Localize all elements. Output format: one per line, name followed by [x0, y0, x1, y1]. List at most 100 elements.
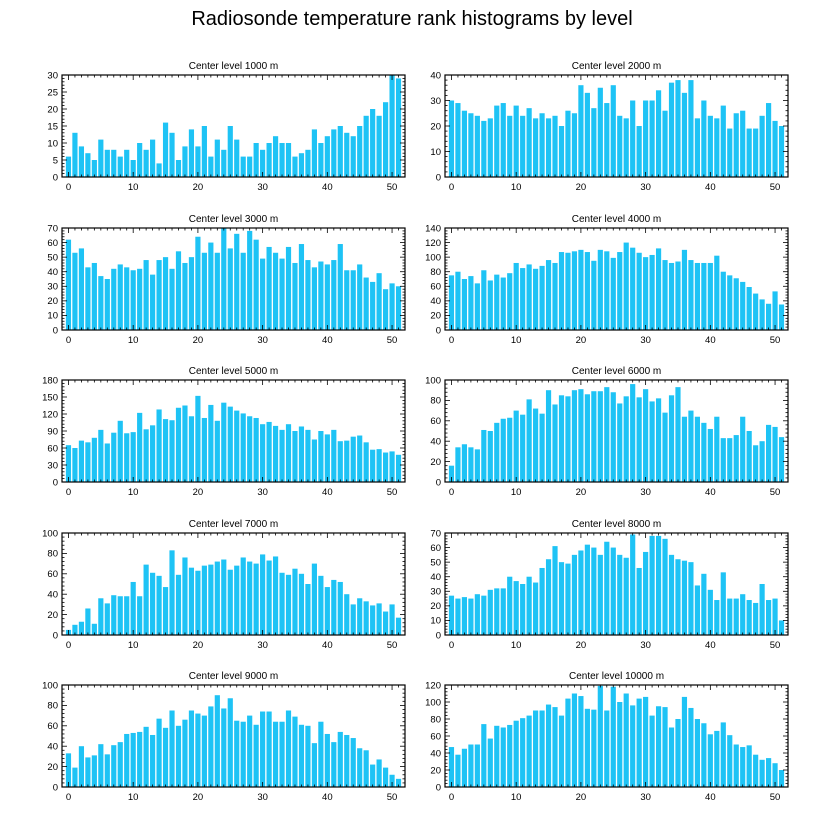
bar: [766, 424, 772, 482]
bar: [610, 85, 616, 177]
bar: [298, 426, 305, 482]
bar: [558, 126, 565, 177]
bar: [260, 424, 266, 482]
bar: [591, 391, 597, 482]
bar: [91, 623, 97, 635]
bar: [285, 246, 292, 330]
y-tick-label: 30: [47, 282, 58, 293]
bar: [130, 160, 136, 177]
bar: [195, 713, 201, 787]
bar: [772, 763, 778, 787]
bar: [324, 264, 330, 330]
bar: [597, 685, 603, 787]
bar: [169, 550, 175, 635]
bar: [130, 732, 136, 787]
bar: [253, 143, 259, 177]
bar: [143, 149, 149, 177]
x-tick-label: 0: [449, 640, 454, 651]
y-tick-label: 0: [53, 782, 58, 793]
y-tick-label: 40: [47, 590, 58, 601]
bar: [363, 750, 369, 787]
bar: [668, 554, 675, 635]
bar: [98, 276, 104, 330]
bar: [578, 696, 584, 787]
bar: [124, 267, 130, 330]
y-tick-label: 60: [47, 238, 58, 249]
y-tick-label: 0: [436, 172, 441, 183]
y-tick-label: 60: [430, 416, 441, 427]
bar: [208, 404, 214, 482]
bar: [98, 139, 104, 177]
y-tick-label: 0: [436, 477, 441, 488]
bar: [494, 105, 500, 177]
bar: [778, 437, 785, 482]
bar: [72, 767, 78, 787]
bar: [520, 115, 526, 177]
bar: [195, 146, 201, 177]
y-tick-label: 60: [430, 282, 441, 293]
bar: [357, 126, 363, 177]
bar: [169, 268, 175, 330]
bar: [636, 126, 642, 177]
panel-title: Center level 10000 m: [569, 671, 664, 682]
bar: [623, 396, 629, 482]
bar: [111, 595, 117, 635]
x-tick-label: 30: [640, 182, 651, 193]
bar: [636, 397, 642, 482]
bar: [350, 136, 356, 177]
bar: [175, 725, 182, 787]
bar: [707, 589, 713, 635]
bar: [494, 588, 500, 635]
bar: [253, 239, 259, 330]
y-tick-label: 0: [53, 630, 58, 641]
bar: [662, 260, 668, 330]
bar: [681, 416, 688, 482]
y-tick-label: 40: [430, 572, 441, 583]
bar: [597, 249, 603, 330]
bar: [487, 589, 493, 635]
x-tick-label: 20: [576, 640, 587, 651]
y-tick-label: 0: [53, 325, 58, 336]
bar: [279, 572, 285, 635]
bar: [350, 604, 356, 635]
bar: [733, 113, 739, 177]
bar: [266, 143, 272, 177]
bar: [714, 600, 720, 635]
x-tick-label: 50: [387, 487, 398, 498]
bar: [357, 264, 363, 330]
bar: [370, 764, 376, 787]
x-tick-label: 10: [511, 792, 522, 803]
bar: [72, 252, 78, 330]
bar: [571, 693, 578, 787]
bar: [578, 550, 584, 635]
panel-3: Center level 3000 m 0 10 20 30 40 50 0 10 20 30 40 5…: [47, 214, 406, 346]
bar: [643, 696, 649, 787]
bar: [344, 270, 350, 330]
bar: [565, 563, 571, 635]
bar: [649, 401, 655, 482]
y-tick-label: 150: [42, 392, 58, 403]
bar: [746, 745, 752, 787]
bar: [746, 287, 752, 330]
bar: [221, 149, 227, 177]
bar: [468, 276, 474, 330]
bar: [558, 715, 565, 787]
bar: [247, 156, 253, 177]
bar: [188, 710, 195, 787]
bar: [285, 710, 292, 787]
bar: [195, 236, 201, 330]
bar: [558, 252, 565, 330]
bar: [344, 734, 350, 787]
x-tick-label: 20: [193, 182, 204, 193]
x-tick-label: 20: [193, 792, 204, 803]
bar: [584, 394, 590, 482]
bar: [468, 598, 474, 635]
bar: [395, 78, 402, 177]
bar: [201, 565, 207, 635]
y-tick-label: 25: [47, 87, 58, 98]
y-tick-label: 20: [430, 457, 441, 468]
bar: [617, 403, 623, 482]
bar: [668, 727, 675, 787]
